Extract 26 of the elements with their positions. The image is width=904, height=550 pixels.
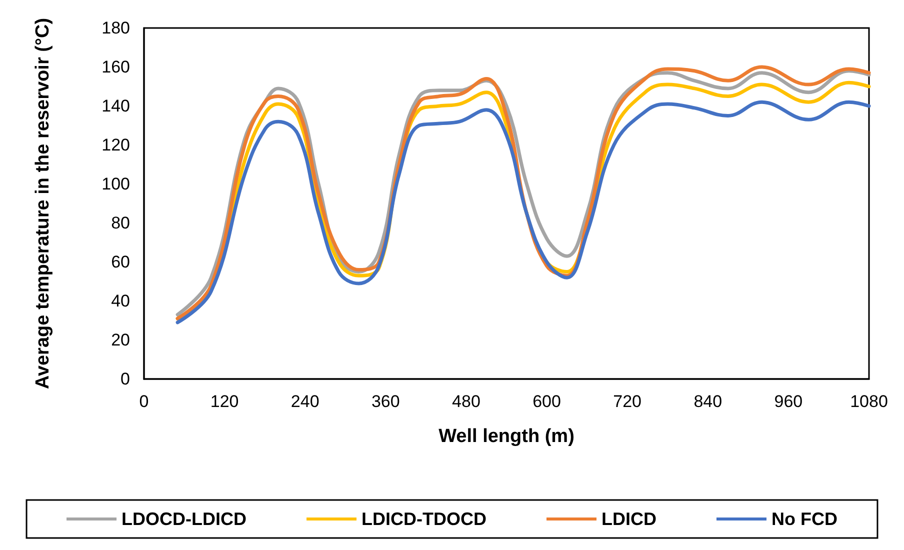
legend-label: LDICD (601, 509, 656, 529)
x-tick-label: 0 (139, 392, 149, 411)
y-tick-label: 0 (120, 370, 130, 388)
y-tick-label: 180 (102, 18, 130, 38)
legend-label: No FCD (771, 509, 838, 529)
y-tick-label: 100 (102, 174, 130, 194)
x-tick-label: 120 (210, 392, 239, 411)
x-tick-label: 720 (613, 392, 642, 411)
x-tick-label: 360 (371, 392, 400, 411)
y-axis-title: Average temperature in the reservoir (°C) (32, 18, 54, 390)
x-tick-label: 480 (452, 392, 480, 411)
y-tick-label: 120 (102, 136, 130, 154)
y-tick-label: 60 (111, 252, 130, 272)
y-tick-label: 160 (102, 58, 130, 76)
y-tick-label: 20 (111, 330, 130, 350)
x-tick-label: 1080 (850, 392, 888, 411)
x-tick-label: 960 (774, 392, 803, 411)
x-tick-label: 240 (290, 392, 320, 411)
x-axis-title: Well length (m) (438, 426, 574, 447)
y-tick-label: 140 (102, 96, 130, 116)
legend-label: LDICD-TDOCD (362, 509, 486, 529)
legend-label: LDOCD-LDICD (122, 509, 247, 529)
x-tick-label: 840 (694, 392, 722, 411)
x-tick-label: 600 (532, 392, 561, 411)
y-tick-label: 40 (111, 292, 130, 310)
y-tick-label: 80 (111, 214, 130, 232)
